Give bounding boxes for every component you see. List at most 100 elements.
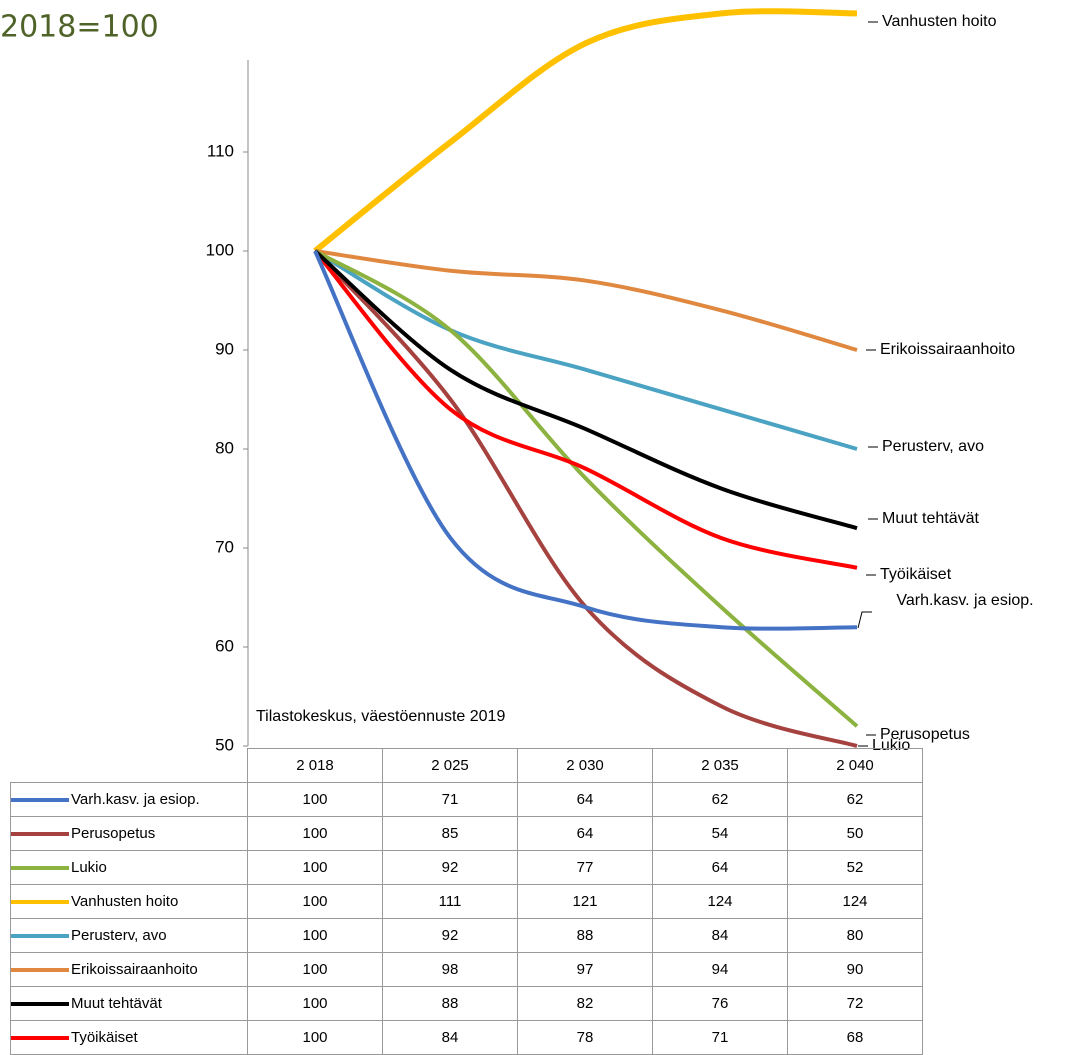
legend-swatch [11,1002,69,1007]
y-tick-label: 70 [215,537,234,556]
table-cell: 71 [652,1020,788,1055]
table-cell: 52 [787,850,923,885]
table-cell: 100 [247,918,383,953]
table-cell: 90 [787,952,923,987]
end-label: Perusterv, avo [882,438,984,455]
legend-label: Työikäiset [71,1029,138,1046]
row-label: Varh.kasv. ja esiop. [10,782,248,817]
series-line [313,250,858,631]
legend-swatch [11,900,69,905]
table-cell: 64 [517,816,653,851]
row-label: Vanhusten hoito [10,884,248,919]
table-row: Erikoissairaanhoito 100 98 97 94 90 [10,952,923,987]
table-cell: 77 [517,850,653,885]
table-cell: 124 [787,884,923,919]
table-cell: 68 [787,1020,923,1055]
legend-swatch [11,1036,69,1041]
legend-label: Varh.kasv. ja esiop. [71,791,200,808]
table-cell: 100 [247,782,383,817]
series-line [314,249,858,352]
row-label: Erikoissairaanhoito [10,952,248,987]
legend-label: Muut tehtävät [71,995,162,1012]
table-cell: 82 [517,986,653,1021]
end-label: Työikäiset [880,566,952,583]
end-label: Perusopetus [880,726,970,743]
column-header: 2 025 [382,748,518,783]
column-header: 2 040 [787,748,923,783]
row-label: Työikäiset [10,1020,248,1055]
table-cell: 71 [382,782,518,817]
column-header: 2 018 [247,748,383,783]
y-tick-label: 80 [215,438,234,457]
table-row: Perusopetus 100 85 64 54 50 [10,816,923,851]
table-cell: 94 [652,952,788,987]
y-tick-label: 60 [215,636,234,655]
table-cell: 62 [787,782,923,817]
table-cell: 50 [787,816,923,851]
legend-label: Erikoissairaanhoito [71,961,198,978]
data-table: 2 018 2 025 2 030 2 035 2 040 Varh.kasv. ja e… [10,748,923,1055]
row-label: Perusterv, avo [10,918,248,953]
table-cell: 100 [247,884,383,919]
chart-title: 2018=100 [0,10,159,45]
end-label: Varh.kasv. ja esiop. [896,592,1034,609]
table-cell: 100 [247,1020,383,1055]
row-label: Perusopetus [10,816,248,851]
table-cell: 72 [787,986,923,1021]
legend-swatch [11,968,69,973]
table-row: Vanhusten hoito 100 111 121 124 124 [10,884,923,919]
legend-swatch [11,798,69,803]
table-cell: 80 [787,918,923,953]
y-tick-label: 50 [215,735,234,754]
table-row: Työikäiset 100 84 78 71 68 [10,1020,923,1055]
series-line [313,249,858,531]
row-label: Lukio [10,850,248,885]
leader [857,611,872,629]
legend-label: Vanhusten hoito [71,893,179,910]
table-cell: 98 [382,952,518,987]
table-cell: 84 [652,918,788,953]
end-label: Vanhusten hoito [882,13,997,30]
table-cell: 88 [382,986,518,1021]
table-cell: 100 [247,850,383,885]
table-cell: 64 [652,850,788,885]
corner [11,749,248,783]
end-label: Muut tehtävät [882,510,980,527]
series-line [313,249,858,570]
series-line [313,249,858,451]
table-cell: 78 [517,1020,653,1055]
table-cell: 88 [517,918,653,953]
table-row: Muut tehtävät 100 88 82 76 72 [10,986,923,1021]
legend-label: Perusopetus [71,825,156,842]
table-cell: 100 [247,816,383,851]
table-cell: 111 [382,884,518,919]
end-label: Erikoissairaanhoito [880,341,1015,358]
table-cell: 92 [382,850,518,885]
table-cell: 54 [652,816,788,851]
table-cell: 76 [652,986,788,1021]
series-line [313,8,858,254]
table-cell: 100 [247,986,383,1021]
legend-label: Lukio [71,859,107,876]
y-tick-label: 100 [206,240,234,259]
table-row: Varh.kasv. ja esiop. 100 71 64 62 62 [10,782,923,817]
table-cell: 124 [652,884,788,919]
table-row: Perusterv, avo 100 92 88 84 80 [10,918,923,953]
table-cell: 97 [517,952,653,987]
table-cell: 92 [382,918,518,953]
y-tick-label: 110 [207,141,234,160]
table-cell: 121 [517,884,653,919]
column-header: 2 030 [517,748,653,783]
series-line [313,249,858,748]
legend-swatch [11,866,69,871]
legend-label: Perusterv, avo [71,927,167,944]
y-tick-label: 90 [215,339,234,358]
source-note: Tilastokeskus, väestöennuste 2019 [256,708,505,725]
row-label: Muut tehtävät [10,986,248,1021]
table-cell: 84 [382,1020,518,1055]
table-cell: 85 [382,816,518,851]
table-cell: 62 [652,782,788,817]
table-cell: 100 [247,952,383,987]
